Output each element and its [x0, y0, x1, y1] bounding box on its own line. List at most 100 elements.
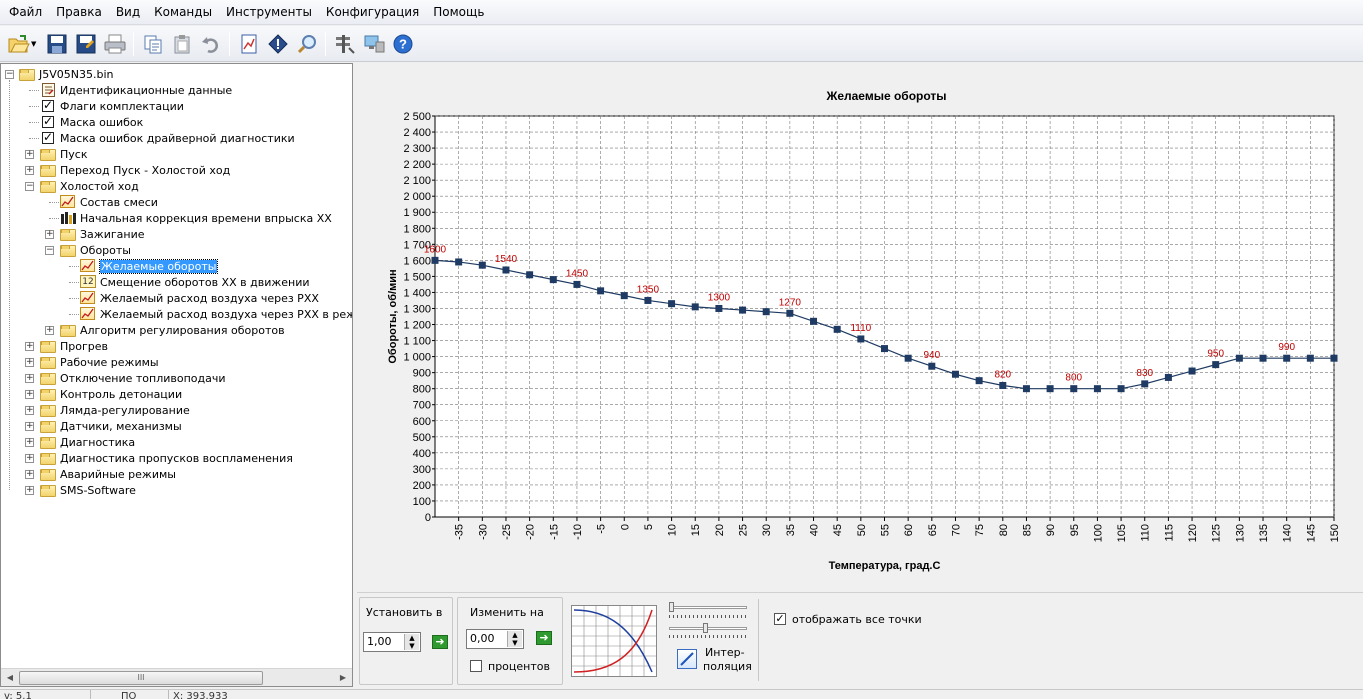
data-point[interactable]	[1022, 385, 1030, 393]
set-value-input[interactable]: 1,00	[367, 635, 392, 648]
tree-item[interactable]: ✓ Флаги комплектации	[40, 98, 184, 114]
error-info-icon[interactable]	[265, 31, 290, 56]
collapse-icon[interactable]: −	[5, 69, 14, 79]
data-point[interactable]	[833, 325, 841, 333]
set-value-stepper[interactable]: 1,00 ▲ ▼	[363, 632, 421, 652]
data-point[interactable]	[1212, 361, 1220, 369]
data-point[interactable]	[620, 292, 628, 300]
scrollbar-thumb[interactable]: III	[19, 671, 263, 685]
tree-item[interactable]: Аварийные режимы	[40, 466, 176, 482]
tree-item[interactable]: Контроль детонации	[40, 386, 182, 402]
data-point[interactable]	[1164, 373, 1172, 381]
tree-item[interactable]: Рабочие режимы	[40, 354, 159, 370]
search-icon[interactable]	[294, 31, 319, 56]
interpolation-button[interactable]	[677, 649, 697, 669]
save-as-icon[interactable]	[73, 31, 98, 56]
percent-checkbox[interactable]	[470, 660, 482, 672]
calibration-compare-icon[interactable]	[236, 31, 261, 56]
tree-item[interactable]: Желаемые обороты	[80, 258, 219, 274]
data-point[interactable]	[951, 370, 959, 378]
expand-icon[interactable]: +	[25, 405, 34, 415]
tree-item[interactable]: ✓ Маска ошибок драйверной диагностики	[40, 130, 295, 146]
connect-icon[interactable]	[361, 31, 386, 56]
tree-item[interactable]: Диагностика пропусков воспламенения	[40, 450, 293, 466]
data-point[interactable]	[1306, 354, 1314, 362]
menu-item-5[interactable]: Конфигурация	[325, 4, 420, 19]
expand-icon[interactable]: +	[25, 453, 34, 463]
smoothing-slider[interactable]	[669, 606, 747, 609]
data-point[interactable]	[739, 306, 747, 314]
slider-knob[interactable]	[669, 602, 674, 612]
help-icon[interactable]: ?	[390, 31, 415, 56]
data-point[interactable]	[597, 287, 605, 295]
change-value-stepper[interactable]: 0,00 ▲ ▼	[466, 629, 524, 649]
data-point[interactable]	[975, 377, 983, 385]
expand-icon[interactable]: +	[45, 325, 54, 335]
scroll-right-icon[interactable]: ▶	[339, 673, 347, 682]
data-point[interactable]	[857, 335, 865, 343]
curve-preview[interactable]	[571, 605, 657, 677]
tree-item[interactable]: Желаемый расход воздуха через РХХ	[80, 290, 319, 306]
paste-icon[interactable]	[169, 31, 194, 56]
expand-icon[interactable]: +	[25, 469, 34, 479]
data-point[interactable]	[1330, 354, 1338, 362]
tree-item[interactable]: Начальная коррекция времени впрыска ХХ	[60, 210, 332, 226]
data-point[interactable]	[1070, 385, 1078, 393]
data-point[interactable]	[668, 300, 676, 308]
menu-item-2[interactable]: Вид	[115, 4, 141, 19]
apply-change-button[interactable]: ➜	[536, 631, 552, 645]
expand-icon[interactable]: +	[25, 341, 34, 351]
tree-item[interactable]: Прогрев	[40, 338, 108, 354]
expand-icon[interactable]: +	[25, 389, 34, 399]
expand-icon[interactable]: +	[25, 149, 34, 159]
data-point[interactable]	[431, 256, 439, 264]
data-point[interactable]	[715, 304, 723, 312]
tree-item[interactable]: Отключение топливоподачи	[40, 370, 226, 386]
data-point[interactable]	[1283, 354, 1291, 362]
collapse-icon[interactable]: −	[25, 181, 34, 191]
save-icon[interactable]	[44, 31, 69, 56]
tree-item[interactable]: Диагностика	[40, 434, 135, 450]
expand-icon[interactable]: +	[45, 229, 54, 239]
tree-root[interactable]: J5V05N35.bin	[19, 66, 114, 82]
data-point[interactable]	[644, 296, 652, 304]
data-point[interactable]	[455, 258, 463, 266]
show-all-points-checkbox[interactable]: ✓	[774, 612, 786, 625]
tree-item[interactable]: Обороты	[60, 242, 131, 258]
settings-icon[interactable]	[332, 31, 357, 56]
tree-item[interactable]: SMS-Software	[40, 482, 136, 498]
tree-item[interactable]: Состав смеси	[60, 194, 158, 210]
stepper-arrows-icon[interactable]: ▲ ▼	[507, 631, 522, 647]
data-point[interactable]	[786, 309, 794, 317]
open-folder-icon[interactable]	[6, 31, 31, 56]
data-point[interactable]	[478, 261, 486, 269]
data-point[interactable]	[502, 266, 510, 274]
print-icon[interactable]	[102, 31, 127, 56]
tree-item[interactable]: Переход Пуск - Холостой ход	[40, 162, 230, 178]
open-dropdown-icon[interactable]: ▼	[31, 39, 37, 48]
data-point[interactable]	[881, 345, 888, 353]
tree-item[interactable]: Желаемый расход воздуха через РХХ в режи…	[80, 306, 352, 322]
data-point[interactable]	[691, 303, 699, 311]
tree-item[interactable]: 12 Смещение оборотов ХХ в движении	[80, 274, 310, 290]
data-point[interactable]	[999, 381, 1007, 389]
apply-set-button[interactable]: ➜	[432, 635, 448, 649]
slider-knob[interactable]	[703, 623, 708, 633]
data-point[interactable]	[526, 271, 534, 279]
tree-item[interactable]: ✓ Маска ошибок	[40, 114, 143, 130]
data-point[interactable]	[1046, 385, 1054, 393]
tree-item[interactable]: Алгоритм регулирования оборотов	[60, 322, 285, 338]
undo-icon[interactable]	[198, 31, 223, 56]
data-point[interactable]	[1188, 367, 1196, 375]
data-point[interactable]	[573, 280, 581, 288]
interpolation-slider[interactable]	[669, 627, 747, 630]
expand-icon[interactable]: +	[25, 421, 34, 431]
tree-item[interactable]: Зажигание	[60, 226, 144, 242]
scroll-left-icon[interactable]: ◀	[6, 673, 14, 682]
tree-item[interactable]: Датчики, механизмы	[40, 418, 182, 434]
expand-icon[interactable]: +	[25, 357, 34, 367]
stepper-arrows-icon[interactable]: ▲ ▼	[404, 634, 419, 650]
data-point[interactable]	[1259, 354, 1267, 362]
data-point[interactable]	[1235, 354, 1243, 362]
